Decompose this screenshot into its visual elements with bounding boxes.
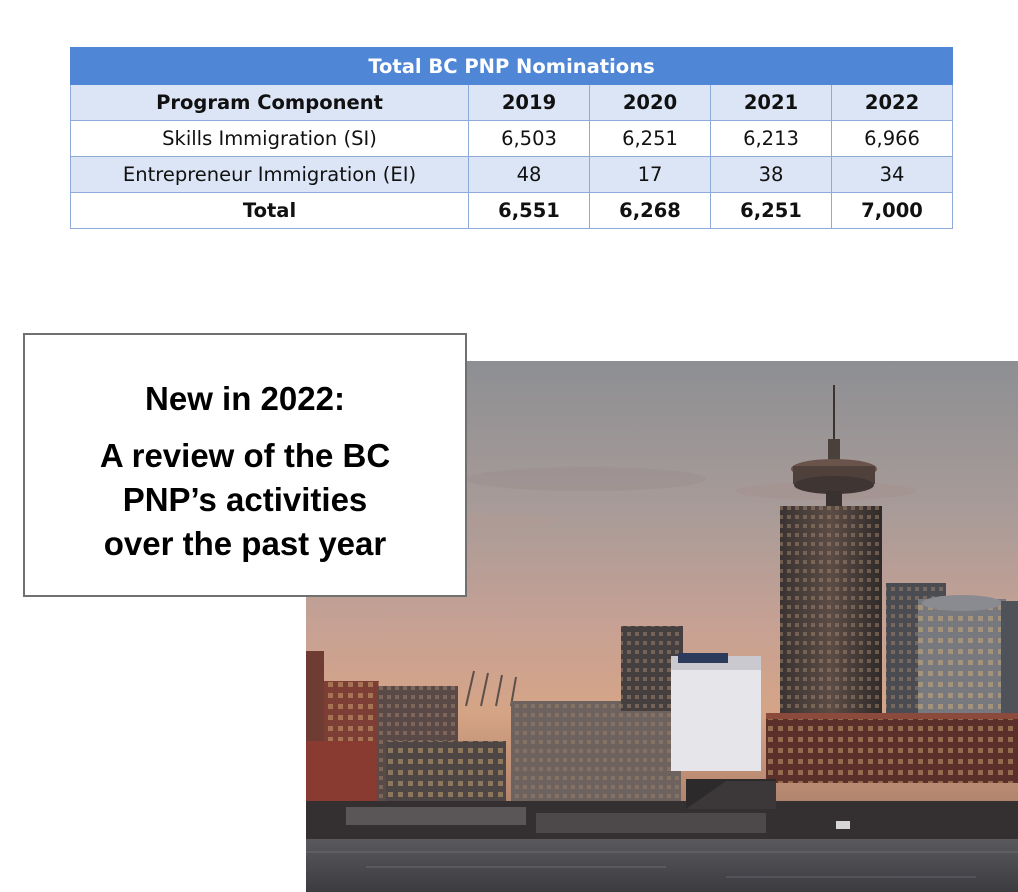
callout-line: PNP’s activities [122, 481, 368, 518]
table-cell: 17 [589, 156, 711, 193]
callout-line: over the past year [103, 525, 387, 562]
table-cell: 38 [710, 156, 832, 193]
table-cell: 6,213 [710, 120, 832, 157]
table-cell: 6,503 [468, 120, 590, 157]
header-program-component: Program Component [70, 84, 469, 121]
new-in-2022-callout: New in 2022: A review of the BC PNP’s ac… [23, 333, 467, 597]
header-year-2020: 2020 [589, 84, 711, 121]
nominations-table: Total BC PNP Nominations Program Compone… [69, 47, 954, 229]
header-year-2021: 2021 [710, 84, 832, 121]
callout-body: A review of the BC PNP’s activities over… [25, 434, 465, 566]
header-year-2019: 2019 [468, 84, 590, 121]
row-label: Skills Immigration (SI) [70, 120, 469, 157]
row-label: Total [70, 192, 469, 229]
table-cell: 6,551 [468, 192, 590, 229]
table-cell: 6,268 [589, 192, 711, 229]
table-cell: 7,000 [830, 192, 954, 229]
table-header-row: Program Component 2019 2020 2021 2022 [70, 84, 954, 121]
table-title: Total BC PNP Nominations [69, 47, 954, 85]
table-cell: 6,251 [710, 192, 832, 229]
table-cell: 48 [468, 156, 590, 193]
table-cell: 34 [830, 156, 954, 193]
table-total-row: Total 6,551 6,268 6,251 7,000 [70, 192, 954, 229]
table-cell: 6,251 [589, 120, 711, 157]
callout-line: A review of the BC [99, 437, 391, 474]
row-label: Entrepreneur Immigration (EI) [70, 156, 469, 193]
callout-headline: New in 2022: [145, 380, 345, 417]
city-skyline-photo [306, 361, 1018, 892]
header-year-2022: 2022 [830, 84, 954, 121]
table-row: Entrepreneur Immigration (EI) 48 17 38 3… [70, 156, 954, 193]
table-row: Skills Immigration (SI) 6,503 6,251 6,21… [70, 120, 954, 157]
table-cell: 6,966 [830, 120, 954, 157]
